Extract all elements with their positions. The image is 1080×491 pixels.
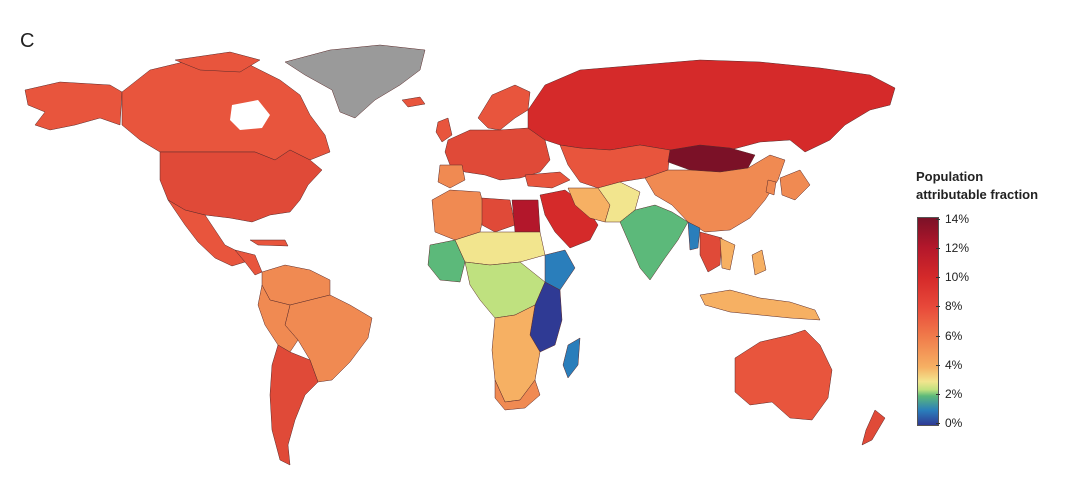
- region-turkey: [524, 171, 571, 189]
- region-sahel: [454, 231, 546, 266]
- region-hudson-bay: [230, 100, 270, 130]
- legend-tick: 8%: [935, 300, 962, 312]
- region-canada: [121, 57, 331, 161]
- legend-tick: 0%: [935, 417, 962, 429]
- region-russia: [527, 59, 896, 153]
- region-canada-islands: [174, 51, 261, 73]
- legend-tick: 14%: [935, 213, 969, 225]
- region-egypt: [511, 199, 541, 233]
- panel-label: C: [20, 30, 35, 52]
- legend-tick: 2%: [935, 388, 962, 400]
- region-philippines: [751, 249, 767, 276]
- region-uk: [435, 117, 453, 143]
- region-alaska: [24, 81, 123, 131]
- region-north-africa-west: [431, 189, 486, 241]
- legend-title-line1: Population: [916, 169, 984, 184]
- region-iceland: [401, 96, 426, 108]
- region-scandinavia: [477, 84, 531, 131]
- region-myanmar: [687, 221, 701, 251]
- region-central-america: [234, 249, 263, 276]
- legend-colorbar: [917, 217, 939, 426]
- region-indonesia: [699, 289, 821, 321]
- region-west-africa: [427, 239, 466, 283]
- region-australia: [734, 329, 833, 421]
- region-andes: [257, 284, 299, 353]
- region-madagascar: [562, 337, 581, 379]
- legend-tick: 12%: [935, 242, 969, 254]
- region-indochina: [719, 237, 736, 271]
- world-map: [24, 44, 896, 466]
- legend-title-line2: attributable fraction: [916, 187, 1039, 202]
- legend-tick: 10%: [935, 271, 969, 283]
- region-new-zealand: [861, 409, 886, 446]
- region-mongolia: [667, 144, 756, 173]
- region-korea: [765, 179, 777, 196]
- region-japan: [779, 169, 811, 201]
- region-south-africa: [494, 379, 541, 411]
- legend-tick: 4%: [935, 359, 962, 371]
- legend-tick: 6%: [935, 330, 962, 342]
- region-libya: [481, 197, 516, 233]
- region-india: [619, 204, 689, 281]
- region-iberia: [437, 164, 466, 189]
- region-southeast-asia: [699, 231, 723, 273]
- region-cuba: [249, 239, 289, 247]
- region-horn-of-africa: [544, 249, 576, 291]
- region-southern-cone: [269, 344, 319, 466]
- region-greenland: [284, 44, 426, 119]
- legend-title: Population attributable fraction: [916, 168, 1038, 204]
